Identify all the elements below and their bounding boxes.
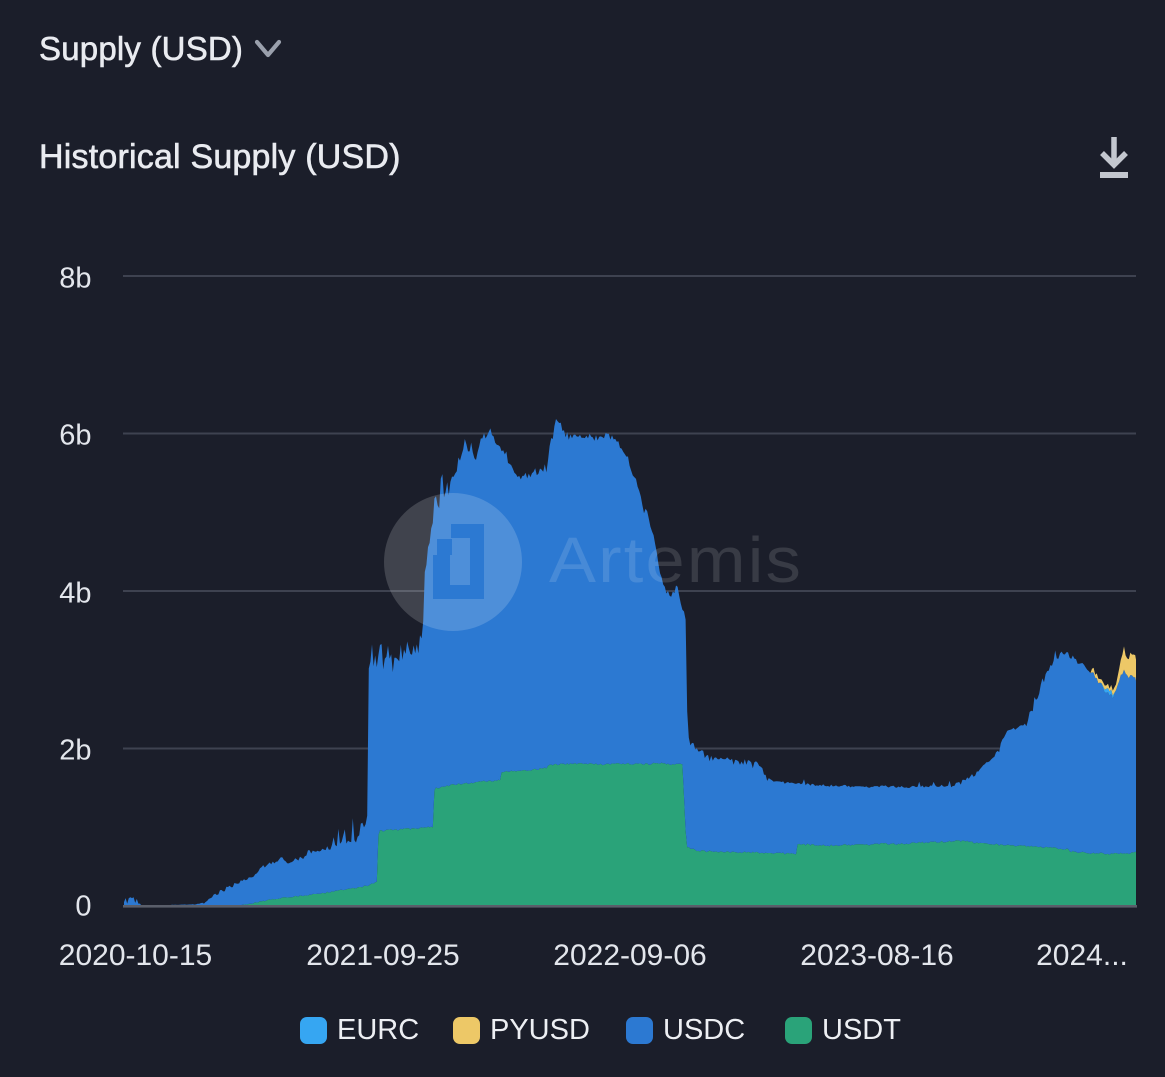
svg-text:Artemis: Artemis bbox=[549, 524, 803, 596]
